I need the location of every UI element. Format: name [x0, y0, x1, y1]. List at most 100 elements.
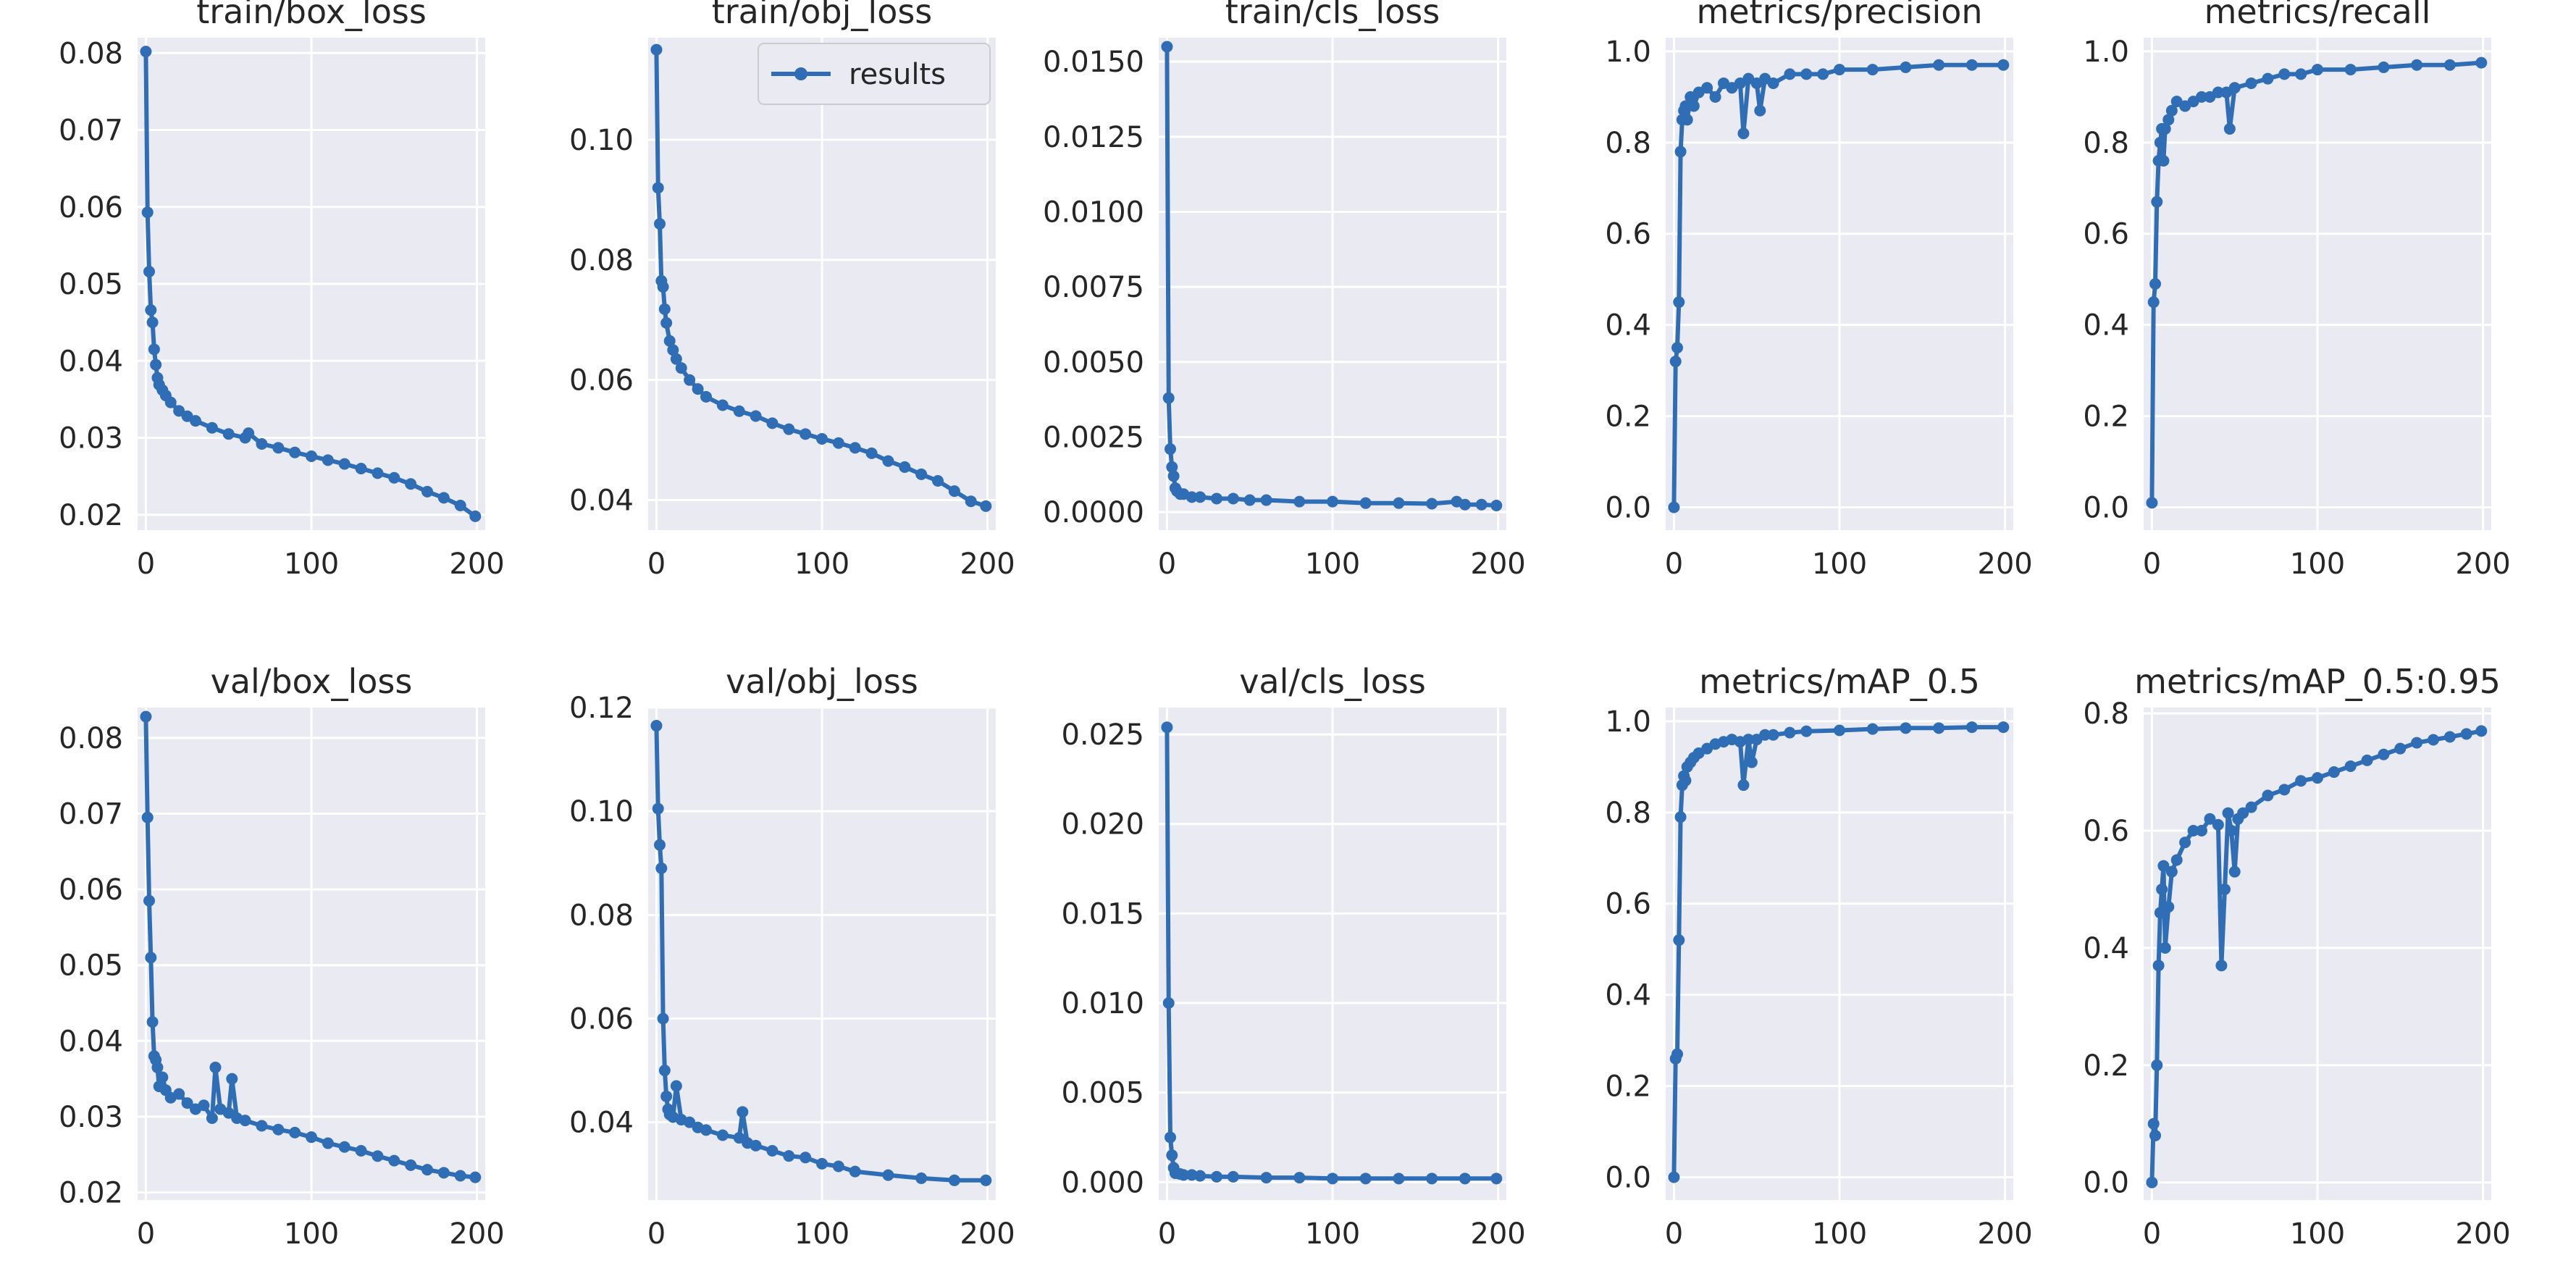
- data-point: [766, 417, 779, 429]
- data-point: [654, 839, 666, 851]
- data-point: [1426, 498, 1438, 510]
- x-tick-label: 0: [1665, 1217, 1683, 1251]
- data-point: [2147, 1117, 2160, 1130]
- data-point: [670, 353, 682, 365]
- data-point: [243, 427, 255, 440]
- data-point: [289, 446, 301, 458]
- data-point: [2443, 59, 2456, 71]
- data-point: [256, 438, 268, 450]
- data-point: [1393, 497, 1405, 509]
- data-point: [783, 423, 795, 435]
- data-point: [2262, 72, 2274, 85]
- data-point: [1759, 729, 1771, 741]
- data-point: [2196, 825, 2207, 836]
- data-point: [766, 1145, 779, 1157]
- data-point: [652, 182, 664, 194]
- data-point: [700, 1124, 712, 1136]
- x-tick-label: 200: [449, 548, 504, 581]
- x-tick-label: 200: [1470, 548, 1525, 581]
- data-point: [2157, 155, 2170, 167]
- data-point: [899, 461, 911, 473]
- data-point: [145, 304, 157, 316]
- data-point: [173, 1088, 185, 1100]
- data-point: [816, 1157, 828, 1170]
- data-point: [1194, 491, 1207, 503]
- data-point: [2170, 854, 2183, 866]
- panel-train-obj-loss: 0.04 0.06 0.08 0.10 0 100 200 train/obj_lossres…: [569, 0, 1015, 581]
- y-tick-label: 0.05: [59, 268, 123, 301]
- y-tick-label: 0.03: [59, 1101, 123, 1134]
- data-point: [2154, 136, 2166, 148]
- data-point: [2219, 883, 2231, 895]
- y-tick-label: 0.4: [2083, 309, 2129, 343]
- y-tick-label: 0.0050: [1043, 346, 1144, 379]
- data-point: [405, 1159, 417, 1171]
- data-point: [173, 405, 185, 417]
- panel-metrics-recall: 0.0 0.2 0.4 0.6 0.8 1.0 0 100 200 metrics/recall: [2083, 0, 2510, 581]
- y-tick-label: 0.04: [569, 485, 634, 518]
- data-point: [1490, 500, 1503, 511]
- data-point: [140, 710, 152, 723]
- x-tick-label: 0: [2143, 1217, 2161, 1251]
- y-tick-label: 0.2: [2083, 400, 2129, 434]
- data-point: [1293, 495, 1306, 508]
- data-point: [143, 266, 155, 277]
- data-point: [2162, 114, 2175, 126]
- data-point: [800, 428, 812, 440]
- data-point: [1178, 1169, 1190, 1181]
- data-point: [652, 802, 664, 815]
- data-point: [1165, 443, 1176, 456]
- x-tick-label: 100: [1305, 548, 1360, 581]
- data-point: [2228, 865, 2241, 878]
- data-point: [141, 206, 154, 219]
- data-point: [1475, 498, 1488, 511]
- y-tick-label: 0.8: [1605, 797, 1651, 830]
- x-tick-label: 100: [1812, 1217, 1867, 1251]
- x-tick-label: 200: [960, 1217, 1015, 1251]
- data-point: [469, 1171, 482, 1183]
- data-point: [1673, 296, 1685, 309]
- data-point: [2245, 77, 2257, 89]
- data-point: [1701, 82, 1713, 94]
- y-tick-label: 0.05: [59, 949, 123, 983]
- y-tick-label: 0.08: [569, 244, 634, 277]
- panel-title: train/cls_loss: [1225, 0, 1440, 31]
- data-point: [716, 399, 729, 411]
- y-tick-label: 0.000: [1061, 1166, 1144, 1199]
- data-point: [1737, 127, 1750, 140]
- data-point: [670, 1080, 682, 1092]
- data-point: [2156, 883, 2168, 895]
- data-point: [2312, 772, 2323, 784]
- data-point: [388, 471, 400, 484]
- data-point: [146, 1016, 159, 1028]
- data-point: [1800, 68, 1813, 80]
- data-point: [1227, 492, 1239, 505]
- y-tick-label: 0.0: [2083, 1167, 2129, 1200]
- x-tick-label: 100: [2290, 548, 2345, 581]
- y-tick-label: 0.0075: [1043, 271, 1144, 304]
- data-point: [256, 1120, 268, 1132]
- data-point: [1767, 729, 1779, 741]
- data-point: [2394, 742, 2407, 755]
- data-point: [700, 390, 712, 403]
- x-tick-label: 100: [284, 1217, 339, 1251]
- data-point: [1359, 1173, 1372, 1185]
- data-point: [2344, 760, 2357, 772]
- data-point: [1800, 725, 1813, 737]
- data-point: [181, 1097, 193, 1109]
- data-point: [1674, 146, 1687, 158]
- data-point: [655, 862, 668, 874]
- data-point: [1754, 104, 1766, 117]
- data-point: [650, 43, 663, 56]
- data-point: [2278, 68, 2291, 80]
- data-point: [716, 1129, 729, 1141]
- legend-label: results: [849, 58, 946, 91]
- panel-title: val/box_loss: [211, 662, 413, 701]
- data-point: [2152, 960, 2165, 972]
- data-point: [865, 447, 878, 459]
- y-tick-label: 0.08: [569, 899, 634, 932]
- data-point: [948, 485, 960, 498]
- x-tick-label: 0: [647, 1217, 666, 1251]
- y-tick-label: 1.0: [2083, 35, 2129, 69]
